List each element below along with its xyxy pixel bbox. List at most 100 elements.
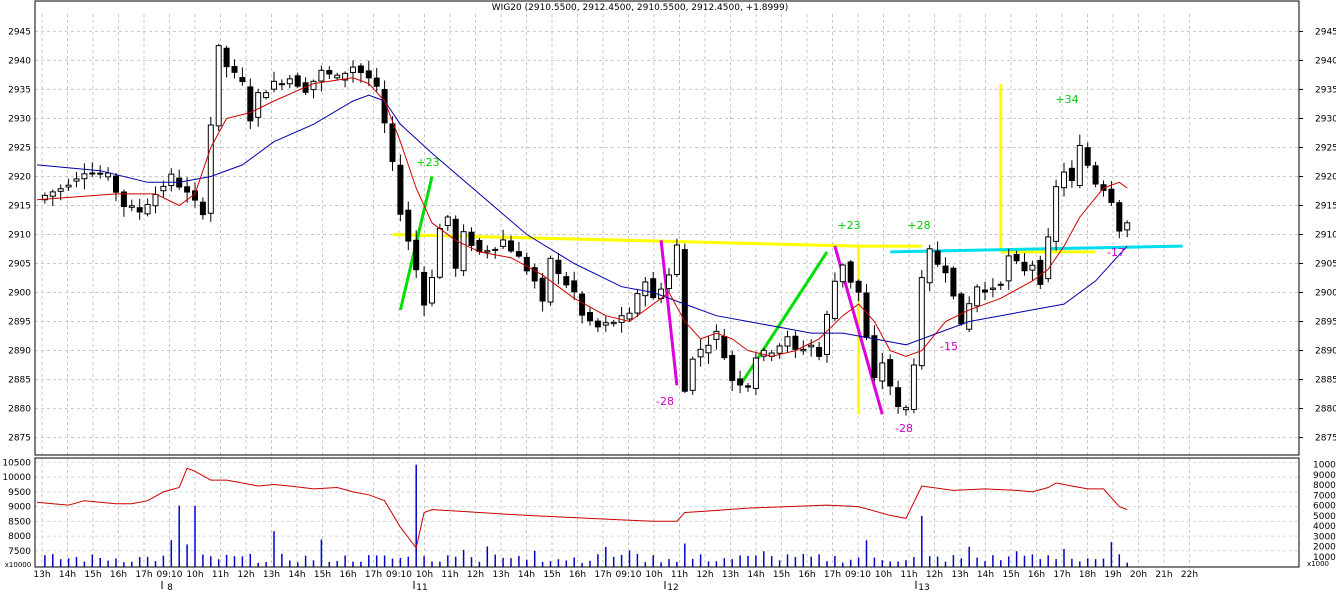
time-tick: 10h — [416, 570, 433, 580]
candle-body — [579, 293, 586, 316]
time-tick: 13h — [263, 570, 280, 580]
day-tick: 11 — [416, 583, 427, 592]
time-tick: 17h — [824, 570, 841, 580]
time-tick: 18h — [1079, 570, 1096, 580]
candle-body — [413, 239, 420, 271]
candle-body — [689, 358, 696, 391]
time-tick: 16h — [569, 570, 586, 580]
axis-labels: 2875 2875 2880 2880 2885 2885 2890 2890 2895 2895… — [2, 27, 1336, 592]
candle-body — [910, 364, 917, 410]
time-tick: 09:10 — [386, 570, 412, 580]
chart-title: WIG20 (2910.5500, 2912.4500, 2910.5500, … — [492, 3, 788, 13]
candle-body — [721, 335, 728, 359]
candle-body — [610, 321, 617, 325]
price-tick-left: 2905 — [8, 260, 31, 270]
candle-body — [531, 267, 538, 282]
candle-body — [373, 77, 380, 87]
candle-body — [397, 164, 404, 215]
candle-body — [752, 357, 759, 389]
candle-body — [934, 250, 941, 265]
candle-body — [429, 277, 435, 304]
candle-body — [65, 184, 72, 188]
candle-body — [184, 186, 191, 193]
candle-body — [800, 348, 807, 352]
time-tick: 10h — [645, 570, 662, 580]
candle-body — [1029, 264, 1036, 271]
candle-body — [997, 283, 1004, 286]
candle-body — [681, 249, 688, 392]
grid-lines — [35, 14, 1299, 567]
candle-body — [326, 70, 333, 75]
day-tick: 13 — [918, 583, 929, 592]
annotation-label: -28 — [895, 422, 913, 435]
time-tick: 15h — [84, 570, 101, 580]
annotation-label: +34 — [1055, 93, 1078, 106]
volume-tick-left: 8500 — [8, 517, 31, 527]
candle-body — [760, 349, 767, 357]
candle-body — [650, 278, 657, 299]
candle-body — [547, 257, 554, 303]
volume-tick-left: 7500 — [8, 547, 31, 557]
candle-body — [476, 239, 483, 252]
candle-body — [357, 65, 364, 74]
time-tick: 14h — [288, 570, 305, 580]
candle-body — [231, 66, 238, 73]
candle-body — [824, 313, 830, 355]
candle-body — [508, 240, 514, 252]
candle-body — [555, 259, 562, 275]
candle-body — [484, 250, 491, 253]
candle-body — [405, 209, 412, 242]
candle-body — [594, 320, 601, 328]
price-tick-left: 2880 — [8, 405, 31, 415]
candle-body — [105, 172, 112, 178]
price-tick-right: 2935 — [1315, 85, 1336, 95]
candle-body — [745, 385, 751, 388]
price-tick-right: 2945 — [1315, 27, 1336, 37]
volume-line — [36, 467, 1128, 550]
price-tick-right: 2895 — [1315, 318, 1336, 328]
volume-tick-left: 10000 — [2, 473, 31, 483]
time-tick: 12h — [696, 570, 713, 580]
candle-body — [365, 70, 372, 79]
time-tick: 12h — [237, 570, 254, 580]
time-tick: 20h — [1130, 570, 1147, 580]
volume-tick-right: 6000 — [1313, 502, 1336, 512]
time-tick: 11h — [671, 570, 688, 580]
candle-body — [263, 92, 270, 99]
candle-body — [1076, 144, 1083, 186]
candle-body — [737, 378, 744, 386]
price-tick-right: 2925 — [1315, 143, 1336, 153]
price-tick-left: 2930 — [8, 114, 31, 124]
time-tick: 11h — [900, 570, 917, 580]
price-frame — [34, 0, 1300, 456]
price-tick-left: 2915 — [8, 201, 31, 211]
candle-body — [318, 69, 325, 82]
time-tick: 09:10 — [157, 570, 183, 580]
candle-body — [784, 336, 791, 347]
time-tick: 13h — [492, 570, 509, 580]
candle-body — [452, 218, 459, 269]
candle-body — [1108, 188, 1115, 203]
time-tick: 16h — [798, 570, 815, 580]
candle-body — [136, 207, 143, 213]
candle-body — [587, 312, 593, 322]
time-tick: 15h — [314, 570, 331, 580]
candle-body — [342, 72, 349, 81]
candle-body — [831, 280, 838, 319]
annotation-label: +23 — [416, 156, 439, 169]
volume-unit-left: x10000 — [5, 561, 31, 569]
candle-body — [207, 124, 214, 214]
candle-body — [113, 175, 119, 193]
price-tick-left: 2895 — [8, 318, 31, 328]
time-tick: 11h — [441, 570, 458, 580]
candle-body — [887, 359, 894, 387]
candle-body — [421, 271, 428, 306]
price-tick-left: 2935 — [8, 85, 31, 95]
time-tick: 17h — [135, 570, 152, 580]
candle-body — [1092, 165, 1099, 185]
time-tick: 17h — [1053, 570, 1070, 580]
candle-body — [255, 92, 262, 118]
volume-panel — [36, 464, 1128, 567]
candle-body — [1068, 167, 1075, 182]
volume-tick-left: 9500 — [8, 488, 31, 498]
